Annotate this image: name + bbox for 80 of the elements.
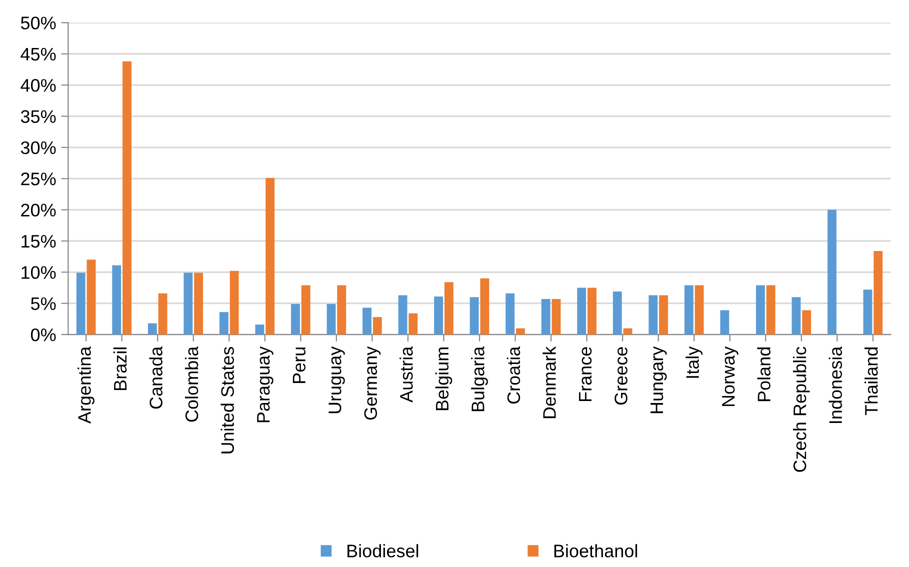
bar [372, 317, 382, 335]
x-tick-label: Austria [400, 346, 413, 402]
x-tick-label: Belgium [435, 348, 452, 410]
x-tick-label: Denmark [542, 346, 556, 418]
y-tick-label: 20% [21, 204, 56, 217]
x-tick-label: Paraguay [257, 346, 274, 422]
bar [291, 304, 300, 335]
bar [874, 250, 883, 335]
y-tick-label: 15% [22, 234, 56, 248]
x-tick-label: Thailand [864, 347, 878, 416]
bar [541, 298, 550, 335]
bar [766, 285, 776, 335]
bar [720, 310, 730, 335]
bar [588, 288, 596, 335]
y-tick-label: 25% [21, 172, 56, 186]
bar [408, 313, 418, 335]
bar [552, 298, 561, 335]
y-tick-label: 45% [20, 48, 56, 61]
bar [255, 324, 264, 335]
bar [444, 282, 454, 335]
x-tick-label: Greece [614, 347, 628, 405]
x-tick-label: Bulgaria [471, 346, 488, 412]
y-tick-label: 50% [20, 16, 56, 30]
bar [398, 295, 408, 335]
bar [184, 272, 193, 335]
bar [684, 285, 694, 335]
y-tick-label: 40% [20, 78, 56, 92]
legend-label: Bioethanol [554, 544, 638, 558]
bar [480, 278, 490, 335]
bar [230, 270, 239, 335]
bar [112, 265, 122, 335]
x-tick-label: Peru [292, 348, 306, 383]
x-tick-label: United States [220, 346, 234, 454]
x-tick-label: Poland [757, 347, 770, 402]
bar [516, 328, 525, 335]
bar [337, 285, 346, 335]
bar [86, 260, 96, 335]
x-tick-label: Uruguay [328, 346, 345, 414]
bar [148, 323, 157, 335]
bar [434, 296, 444, 335]
x-tick-label: Indonesia [828, 346, 842, 423]
bar [362, 308, 372, 335]
bar [470, 297, 479, 335]
legend-label: Biodiesel [348, 544, 418, 558]
bar [122, 61, 132, 335]
y-tick-label: 0% [30, 328, 56, 342]
bar [623, 328, 632, 335]
x-tick-label: Argentina [78, 346, 94, 424]
x-tick-label: Canada [149, 346, 162, 409]
bar [828, 210, 836, 335]
x-tick-label: Czech Republic [792, 346, 810, 472]
x-tick-label: Hungary [650, 346, 667, 414]
bar [802, 310, 812, 335]
bar [577, 288, 586, 335]
y-tick-label: 30% [20, 141, 56, 154]
bar [694, 285, 704, 335]
x-tick-label: Brazil [113, 348, 127, 390]
bar [612, 291, 622, 335]
bar [659, 295, 668, 335]
bar [194, 272, 204, 335]
bar [158, 293, 168, 335]
y-tick-label: 35% [20, 110, 56, 123]
bar [792, 297, 801, 335]
bar [301, 285, 310, 335]
bar [76, 272, 86, 335]
bar [756, 285, 765, 335]
bar [326, 304, 336, 335]
bar [506, 293, 515, 335]
x-tick-label: Norway [722, 346, 738, 406]
x-tick-label: Italy [686, 346, 703, 378]
bar [863, 290, 872, 335]
x-tick-label: Colombia [184, 346, 198, 422]
bar [266, 178, 275, 335]
bar [219, 312, 228, 335]
x-tick-label: France [579, 347, 592, 402]
x-tick-label: Germany [364, 346, 381, 420]
bar [648, 295, 658, 335]
y-tick-label: 5% [30, 297, 56, 310]
y-tick-label: 10% [22, 266, 56, 279]
x-tick-label: Croatia [506, 346, 520, 404]
